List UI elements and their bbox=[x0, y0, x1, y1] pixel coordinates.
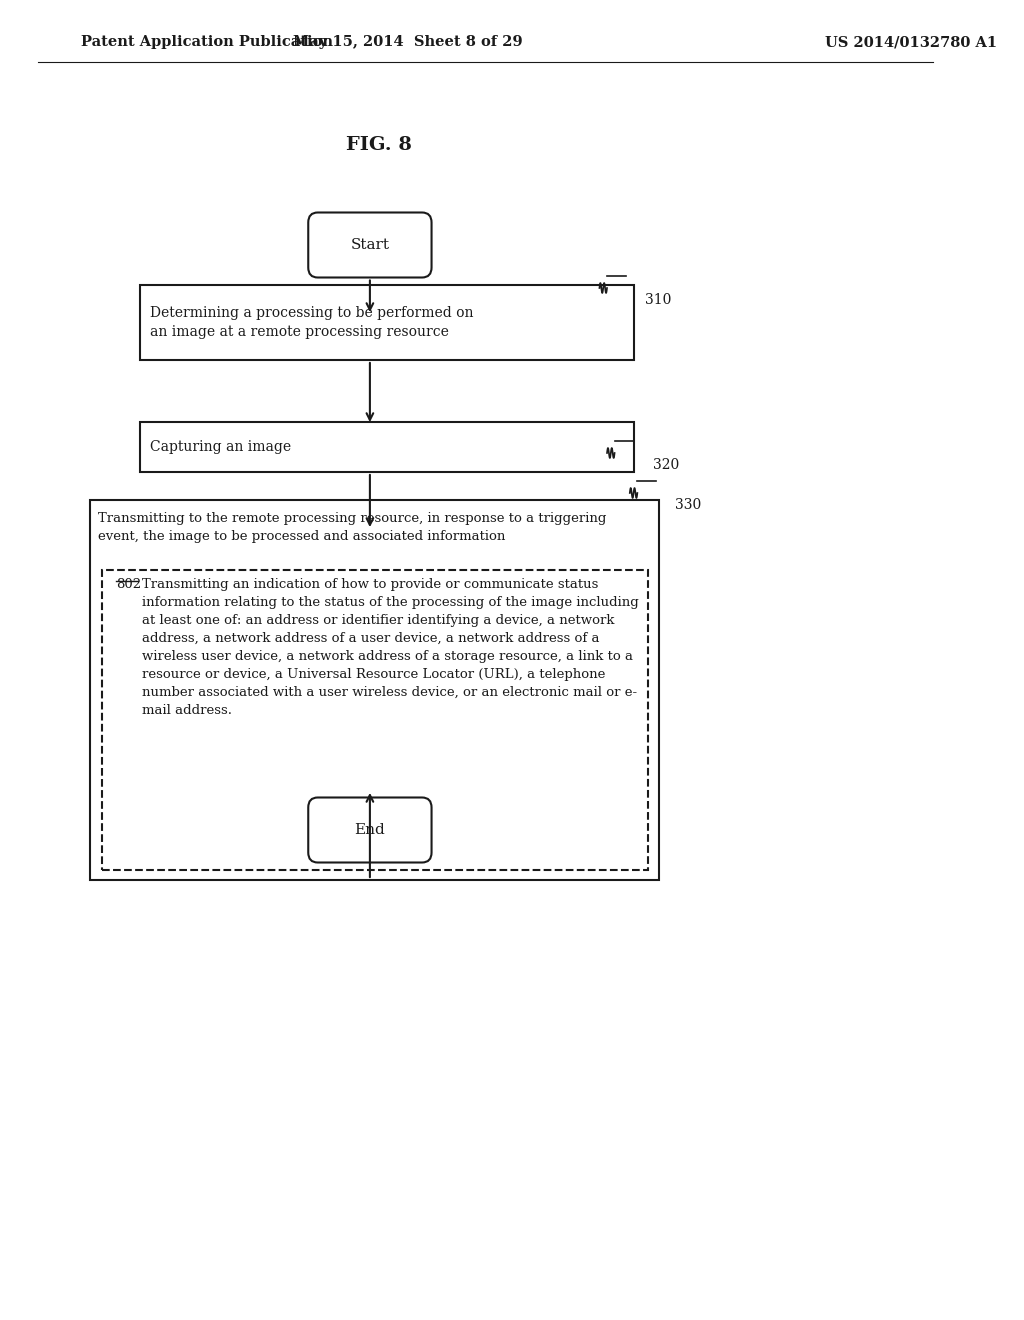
FancyBboxPatch shape bbox=[90, 500, 659, 880]
FancyBboxPatch shape bbox=[102, 570, 648, 870]
Text: 802: 802 bbox=[116, 578, 141, 591]
Text: Transmitting an indication of how to provide or communicate status
information r: Transmitting an indication of how to pro… bbox=[142, 578, 639, 717]
Text: 320: 320 bbox=[652, 458, 679, 473]
Text: US 2014/0132780 A1: US 2014/0132780 A1 bbox=[825, 36, 997, 49]
FancyBboxPatch shape bbox=[140, 422, 634, 473]
FancyBboxPatch shape bbox=[308, 213, 431, 277]
Text: May 15, 2014  Sheet 8 of 29: May 15, 2014 Sheet 8 of 29 bbox=[293, 36, 522, 49]
Text: Determining a processing to be performed on
an image at a remote processing reso: Determining a processing to be performed… bbox=[150, 306, 473, 339]
Text: End: End bbox=[354, 822, 385, 837]
Text: Patent Application Publication: Patent Application Publication bbox=[81, 36, 333, 49]
Text: Start: Start bbox=[350, 238, 389, 252]
FancyBboxPatch shape bbox=[308, 797, 431, 862]
Text: FIG. 8: FIG. 8 bbox=[346, 136, 413, 154]
Text: Transmitting to the remote processing resource, in response to a triggering
even: Transmitting to the remote processing re… bbox=[97, 512, 606, 543]
Text: 330: 330 bbox=[675, 498, 701, 512]
Text: 310: 310 bbox=[645, 293, 672, 308]
Text: Capturing an image: Capturing an image bbox=[150, 440, 291, 454]
FancyBboxPatch shape bbox=[140, 285, 634, 360]
